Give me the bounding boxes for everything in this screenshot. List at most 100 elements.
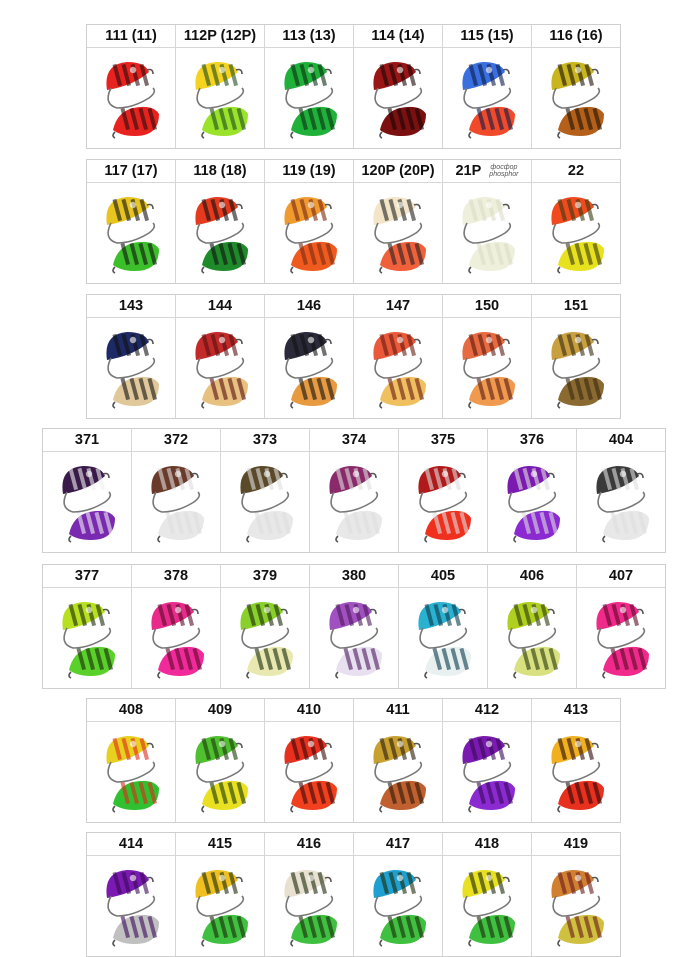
lure-code-label: 22 (567, 163, 585, 179)
lure-code-label: 409 (207, 702, 233, 718)
lure-image (132, 452, 220, 552)
lure-cell: 408 (87, 699, 176, 822)
lure-cell: 373 (221, 429, 310, 552)
lure-code-label: 143 (118, 298, 144, 314)
lure-cell: 376 (488, 429, 577, 552)
lure-code: 408 (87, 699, 175, 722)
lure-code-label: 404 (608, 432, 634, 448)
lure-code: 21P фосфор phosphor (443, 160, 531, 183)
lure-cell: 143 (87, 295, 176, 418)
lure-cell: 405 (399, 565, 488, 688)
lure-code-label: 147 (385, 298, 411, 314)
lure-cell: 412 (443, 699, 532, 822)
lure-code-label: 374 (341, 432, 367, 448)
lure-code-label: 120P (20P) (361, 163, 435, 179)
lure-image (577, 452, 665, 552)
lure-image (488, 588, 576, 688)
lure-code: 417 (354, 833, 442, 856)
catalog-row: 408 409 410 411 (86, 698, 621, 823)
lure-image (310, 452, 398, 552)
lure-code: 405 (399, 565, 487, 588)
lure-image (354, 856, 442, 956)
lure-code: 150 (443, 295, 531, 318)
lure-cell: 119 (19) (265, 160, 354, 283)
lure-image (176, 856, 264, 956)
lure-code: 380 (310, 565, 398, 588)
lure-image (87, 722, 175, 822)
lure-cell: 411 (354, 699, 443, 822)
lure-image (87, 856, 175, 956)
lure-image (443, 722, 531, 822)
lure-code-label: 376 (519, 432, 545, 448)
lure-cell: 112P (12P) (176, 25, 265, 148)
lure-image (43, 588, 131, 688)
lure-cell: 409 (176, 699, 265, 822)
lure-code: 376 (488, 429, 576, 452)
lure-code-label: 119 (19) (282, 163, 336, 179)
lure-image (532, 856, 620, 956)
lure-image (176, 318, 264, 418)
lure-code-label: 144 (207, 298, 233, 314)
lure-code: 114 (14) (354, 25, 442, 48)
lure-cell: 147 (354, 295, 443, 418)
note-line: phosphor (489, 171, 519, 178)
lure-code: 418 (443, 833, 531, 856)
lure-cell: 146 (265, 295, 354, 418)
lure-cell: 378 (132, 565, 221, 688)
lure-code-label: 21P (455, 163, 482, 179)
catalog-row: 414 415 416 417 (86, 832, 621, 957)
lure-cell: 413 (532, 699, 620, 822)
lure-image (221, 588, 309, 688)
lure-code: 413 (532, 699, 620, 722)
lure-image (265, 48, 353, 148)
lure-code-label: 111 (11) (105, 28, 157, 44)
lure-code-label: 408 (118, 702, 144, 718)
lure-code: 409 (176, 699, 264, 722)
lure-code-label: 407 (608, 568, 634, 584)
catalog-row: 371 372 373 374 (42, 428, 666, 553)
lure-cell: 407 (577, 565, 665, 688)
lure-code-label: 406 (519, 568, 545, 584)
lure-code-label: 115 (15) (460, 28, 514, 44)
lure-code-label: 379 (252, 568, 278, 584)
lure-code-label: 380 (341, 568, 367, 584)
lure-code: 371 (43, 429, 131, 452)
lure-code-label: 372 (163, 432, 189, 448)
lure-code-label: 405 (430, 568, 456, 584)
lure-code: 412 (443, 699, 531, 722)
lure-code-label: 371 (74, 432, 100, 448)
lure-cell: 371 (43, 429, 132, 552)
lure-code-label: 416 (296, 836, 322, 852)
lure-code: 147 (354, 295, 442, 318)
lure-cell: 21P фосфор phosphor (443, 160, 532, 283)
lure-code: 407 (577, 565, 665, 588)
lure-image (176, 722, 264, 822)
lure-code: 414 (87, 833, 175, 856)
lure-code: 115 (15) (443, 25, 531, 48)
lure-cell: 406 (488, 565, 577, 688)
lure-code: 419 (532, 833, 620, 856)
lure-cell: 114 (14) (354, 25, 443, 148)
lure-image (354, 183, 442, 283)
lure-code-label: 373 (252, 432, 278, 448)
lure-image (265, 318, 353, 418)
lure-code: 116 (16) (532, 25, 620, 48)
lure-cell: 111 (11) (87, 25, 176, 148)
lure-code-label: 114 (14) (371, 28, 425, 44)
lure-code: 415 (176, 833, 264, 856)
lure-code-label: 415 (207, 836, 233, 852)
lure-code: 410 (265, 699, 353, 722)
lure-cell: 419 (532, 833, 620, 956)
lure-code: 373 (221, 429, 309, 452)
lure-code-label: 419 (563, 836, 589, 852)
lure-image (176, 48, 264, 148)
lure-code: 117 (17) (87, 160, 175, 183)
lure-cell: 418 (443, 833, 532, 956)
lure-cell: 118 (18) (176, 160, 265, 283)
lure-code: 375 (399, 429, 487, 452)
lure-code: 111 (11) (87, 25, 175, 48)
lure-image (221, 452, 309, 552)
catalog-row: 117 (17) 118 (18) 119 (19) 120P (20P) (86, 159, 621, 284)
lure-code: 378 (132, 565, 220, 588)
lure-cell: 113 (13) (265, 25, 354, 148)
